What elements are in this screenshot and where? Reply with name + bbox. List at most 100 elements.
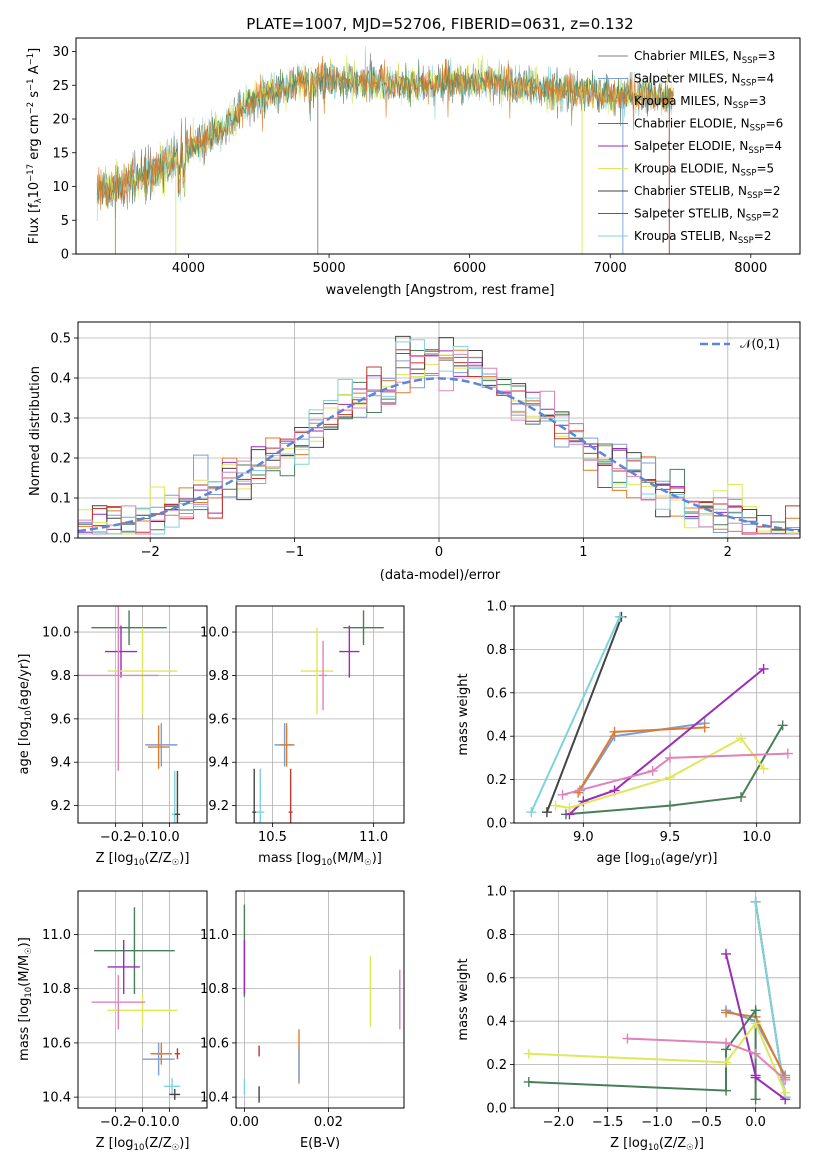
x-tick-label: 0.0 bbox=[745, 1115, 766, 1130]
weight-series-line bbox=[568, 668, 765, 816]
x-tick-label: 0.0 bbox=[159, 830, 180, 845]
x-axis-label: Z [log10​(Z/Z☉​)] bbox=[610, 1136, 704, 1153]
x-tick-label: 11.0 bbox=[359, 830, 388, 845]
x-axis-label: (data-model)/error bbox=[380, 568, 501, 583]
axes-residuals: −2 −1 0 1 2 0.0 0.1 0.2 0.3 0.4 0.5 bbox=[50, 321, 801, 560]
weight-series-line bbox=[562, 752, 788, 796]
axes-age_vs_mass: 10.5 11.0 9.2 9.4 9.6 9.8 10.0 bbox=[200, 605, 405, 845]
y-tick-label: 9.6 bbox=[208, 712, 229, 727]
weight-series-line bbox=[528, 1021, 787, 1094]
y-axis-label: mass weight bbox=[456, 958, 471, 1040]
x-tick-label: 0.0 bbox=[159, 1115, 180, 1130]
x-tick-label: 2 bbox=[724, 545, 732, 560]
x-tick-label: 8000 bbox=[734, 261, 767, 276]
x-axis-label: age [log10​(age/yr)] bbox=[597, 851, 718, 868]
y-tick-label: 0.3 bbox=[50, 412, 71, 427]
y-axis-label: mass [log10​(M/M☉​)] bbox=[17, 937, 34, 1061]
y-tick-label: 25 bbox=[52, 79, 69, 94]
legend-entry: 𝒩(0,1) bbox=[740, 337, 780, 351]
x-tick-label: −0.5 bbox=[691, 1115, 723, 1130]
axes-frame bbox=[77, 321, 801, 539]
y-axis-label: Flux [fλ​10−17​ erg cm−2​ s−1​ A−1​] bbox=[26, 48, 44, 244]
x-tick-label: −1.0 bbox=[641, 1115, 673, 1130]
legend-entry: Salpeter ELODIE, NSSP​=4 bbox=[634, 139, 782, 156]
legend-entry: Salpeter MILES, NSSP​=4 bbox=[634, 72, 774, 89]
y-tick-label: 9.2 bbox=[208, 799, 229, 814]
y-tick-label: 0.4 bbox=[486, 1015, 507, 1030]
x-axis-label: wavelength [Angstrom, rest frame] bbox=[326, 283, 555, 298]
y-tick-label: 0.6 bbox=[486, 686, 507, 701]
x-tick-label: −2.0 bbox=[543, 1115, 575, 1130]
spectrum-line bbox=[96, 54, 674, 208]
x-tick-label: −0.2 bbox=[100, 830, 132, 845]
axes-frame bbox=[513, 890, 801, 1109]
legend-entry: Kroupa ELODIE, NSSP​=5 bbox=[634, 162, 774, 179]
y-tick-label: 0 bbox=[61, 248, 69, 263]
x-tick-label: −0.1 bbox=[127, 830, 159, 845]
y-tick-label: 10.6 bbox=[200, 1036, 229, 1051]
y-tick-label: 9.2 bbox=[50, 799, 71, 814]
histogram-step bbox=[78, 349, 800, 538]
legend-entry: Chabrier MILES, NSSP​=3 bbox=[634, 49, 775, 66]
y-tick-label: 1.0 bbox=[486, 600, 507, 615]
y-tick-label: 0.5 bbox=[50, 332, 71, 347]
y-tick-label: 0.8 bbox=[486, 643, 507, 658]
x-tick-label: 6000 bbox=[453, 261, 486, 276]
axes-weight_vs_age: 9.0 9.5 10.0 0.0 0.2 0.4 0.6 0.8 1.0 bbox=[486, 600, 801, 845]
y-tick-label: 11.0 bbox=[42, 928, 71, 943]
weight-series-line bbox=[627, 1037, 786, 1081]
legend-entry: Kroupa STELIB, NSSP​=2 bbox=[634, 229, 772, 246]
x-tick-label: 1 bbox=[579, 545, 587, 560]
plot-area bbox=[236, 891, 404, 1108]
axes-frame bbox=[513, 605, 801, 824]
plot-area bbox=[236, 606, 404, 823]
y-tick-label: 9.8 bbox=[50, 669, 71, 684]
x-tick-label: 10.5 bbox=[258, 830, 287, 845]
axes-frame bbox=[77, 890, 208, 1109]
x-tick-label: −2 bbox=[141, 545, 160, 560]
plot-area bbox=[78, 891, 207, 1108]
x-tick-label: 5000 bbox=[313, 261, 346, 276]
y-axis-label: Normed distribution bbox=[28, 366, 43, 496]
y-tick-label: 10.6 bbox=[42, 1036, 71, 1051]
histogram-step bbox=[78, 353, 800, 538]
legend-entry: Salpeter STELIB, NSSP​=2 bbox=[634, 207, 779, 224]
y-tick-label: 10.0 bbox=[42, 626, 71, 641]
x-tick-label: 4000 bbox=[172, 261, 205, 276]
legend-entry: Chabrier STELIB, NSSP​=2 bbox=[634, 184, 781, 201]
y-tick-label: 11.0 bbox=[200, 928, 229, 943]
x-axis-label: mass [log10​(M/M☉​)] bbox=[258, 851, 382, 868]
axes-weight_vs_Z: −2.0 −1.5 −1.0 −0.5 0.0 0.0 0.2 0.4 0.6 0.8 1.0 bbox=[486, 885, 801, 1130]
y-tick-label: 0.0 bbox=[50, 532, 71, 547]
y-tick-label: 0.0 bbox=[486, 1102, 507, 1117]
axes-mass_vs_ebv: 0.00 0.02 10.4 10.6 10.8 11.0 bbox=[200, 890, 405, 1130]
axes-spectrum: 4000 5000 6000 7000 8000 0 5 10 15 20 25 30 bbox=[52, 37, 801, 276]
x-tick-label: 0.02 bbox=[314, 1115, 343, 1130]
x-tick-label: −0.2 bbox=[100, 1115, 132, 1130]
plot-area bbox=[78, 606, 207, 823]
y-axis-label: age [log10​(age/yr)] bbox=[17, 654, 34, 775]
axes-frame bbox=[235, 605, 405, 824]
axes-frame bbox=[77, 605, 208, 824]
y-axis-label: mass weight bbox=[456, 673, 471, 755]
y-tick-label: 5 bbox=[61, 214, 69, 229]
chart-title: PLATE=1007, MJD=52706, FIBERID=0631, z=0… bbox=[246, 15, 633, 33]
plot-area bbox=[96, 46, 674, 254]
y-tick-label: 0.2 bbox=[486, 1058, 507, 1073]
plot-area bbox=[78, 335, 800, 538]
y-tick-label: 10.8 bbox=[42, 982, 71, 997]
x-tick-label: 9.5 bbox=[660, 830, 681, 845]
y-tick-label: 9.8 bbox=[208, 669, 229, 684]
y-tick-label: 0.1 bbox=[50, 492, 71, 507]
x-tick-label: 0 bbox=[435, 545, 443, 560]
x-tick-label: 7000 bbox=[594, 261, 627, 276]
weight-series-line bbox=[577, 726, 705, 794]
y-tick-label: 0.0 bbox=[486, 817, 507, 832]
y-tick-label: 10.8 bbox=[200, 982, 229, 997]
y-tick-label: 0.6 bbox=[486, 971, 507, 986]
legend: Chabrier MILES, NSSP​=3 Salpeter MILES, N… bbox=[598, 49, 783, 246]
x-axis-label: Z [log10​(Z/Z☉​)] bbox=[96, 851, 190, 868]
y-tick-label: 10.4 bbox=[200, 1091, 229, 1106]
y-tick-label: 10.0 bbox=[200, 626, 229, 641]
